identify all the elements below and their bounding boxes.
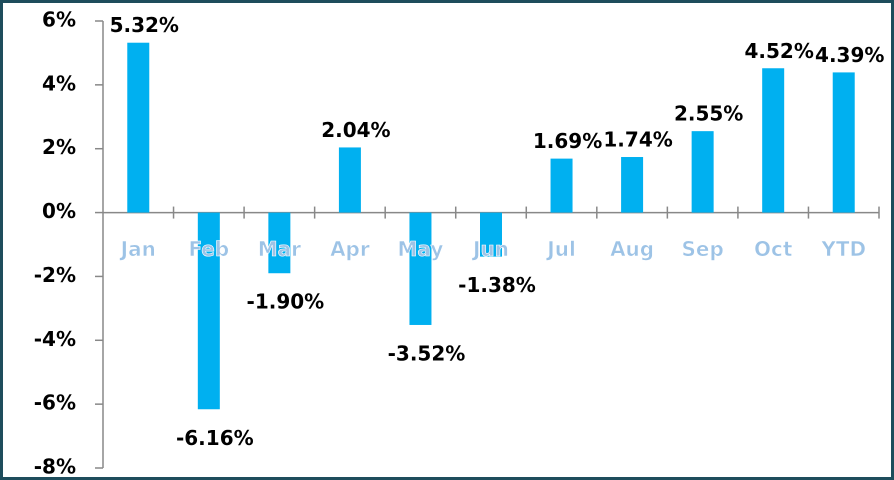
bar	[691, 131, 714, 213]
y-tick-label: 2%	[42, 135, 76, 159]
bar	[338, 147, 361, 213]
y-tick-label: -2%	[34, 263, 76, 287]
value-label: -1.90%	[247, 290, 325, 314]
bar	[127, 42, 150, 213]
x-tick-label: Jun	[471, 237, 509, 261]
value-label: 1.69%	[533, 129, 602, 153]
bar	[197, 212, 220, 410]
value-label: 1.74%	[603, 128, 672, 152]
x-tick-label: Oct	[754, 237, 793, 261]
value-label: -3.52%	[388, 341, 466, 365]
bar	[762, 68, 785, 213]
value-label: 4.39%	[815, 43, 884, 67]
value-label: 2.04%	[321, 118, 390, 142]
y-tick-label: -8%	[34, 455, 76, 479]
y-tick-label: 6%	[42, 8, 76, 32]
bar	[268, 212, 291, 274]
bar	[832, 72, 855, 213]
x-tick-label: Sep	[681, 237, 723, 261]
x-tick-label: Aug	[610, 237, 654, 261]
y-tick-label: 0%	[42, 199, 76, 223]
value-label: 4.52%	[744, 39, 813, 63]
x-tick-label: Feb	[188, 237, 229, 261]
x-tick-label: YTD	[820, 237, 866, 261]
y-tick-label: -6%	[34, 391, 76, 415]
x-tick-label: Jan	[119, 237, 156, 261]
x-tick-label: Mar	[258, 237, 301, 261]
x-tick-label: May	[398, 237, 444, 261]
bar	[409, 212, 432, 325]
y-tick-label: 4%	[42, 71, 76, 95]
x-tick-label: Apr	[330, 237, 370, 261]
bar	[480, 212, 502, 257]
value-label: 2.55%	[674, 102, 743, 126]
value-label: 5.32%	[110, 13, 179, 37]
bar	[550, 158, 573, 213]
x-tick-label: Jul	[545, 237, 576, 261]
y-tick-label: -4%	[34, 327, 76, 351]
value-label: -6.16%	[176, 426, 254, 450]
value-label: -1.38%	[458, 273, 536, 297]
bar	[621, 157, 644, 213]
